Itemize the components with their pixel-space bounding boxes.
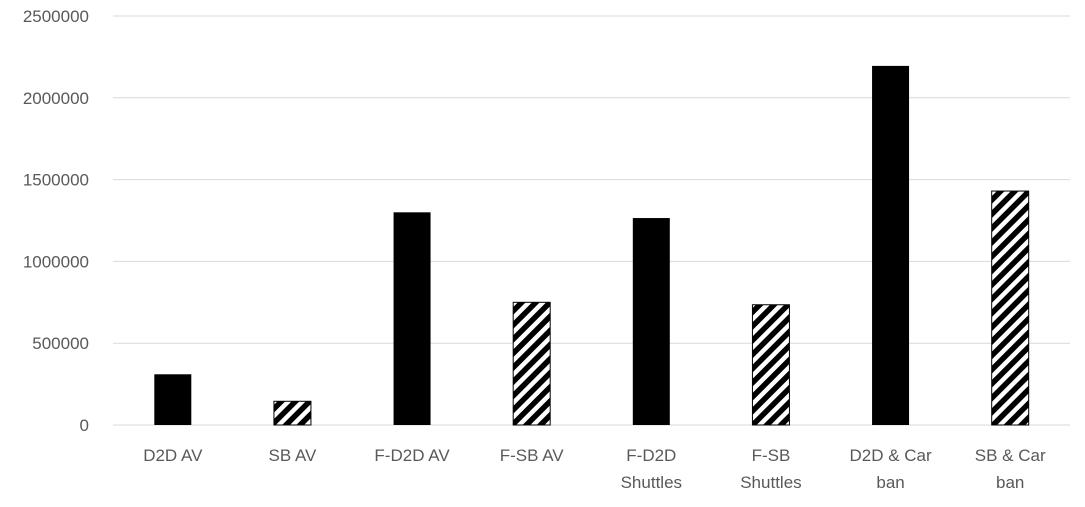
bar bbox=[512, 301, 551, 426]
x-axis-category-labels: D2D AV SB AV F-D2D AV F-SB AV F-D2D Shuttles F… bbox=[143, 446, 1046, 492]
y-tick-label: 500000 bbox=[32, 334, 89, 353]
bars bbox=[154, 65, 1030, 426]
y-tick-label: 2500000 bbox=[23, 7, 89, 26]
y-axis-tick-labels: 0 500000 1000000 1500000 2000000 2500000 bbox=[23, 7, 89, 435]
bar bbox=[991, 190, 1030, 426]
x-category-label: SB & Car bbox=[975, 446, 1046, 465]
x-category-label: ban bbox=[996, 473, 1024, 492]
y-tick-label: 2000000 bbox=[23, 89, 89, 108]
x-category-label: D2D AV bbox=[143, 446, 203, 465]
bar bbox=[751, 304, 790, 426]
y-tick-label: 1500000 bbox=[23, 171, 89, 190]
x-category-label: D2D & Car bbox=[849, 446, 932, 465]
bar bbox=[273, 400, 312, 426]
bar bbox=[154, 374, 192, 425]
x-category-label: F-SB bbox=[752, 446, 791, 465]
y-tick-label: 1000000 bbox=[23, 252, 89, 271]
bar bbox=[632, 218, 670, 425]
x-category-label: Shuttles bbox=[740, 473, 801, 492]
x-category-label: ban bbox=[876, 473, 904, 492]
gridlines bbox=[113, 15, 1070, 426]
x-category-label: Shuttles bbox=[621, 473, 682, 492]
bar bbox=[872, 65, 910, 425]
x-category-label: F-D2D AV bbox=[374, 446, 450, 465]
y-tick-label: 0 bbox=[80, 416, 89, 435]
bar bbox=[393, 212, 431, 425]
x-category-label: SB AV bbox=[268, 446, 317, 465]
x-category-label: F-D2D bbox=[626, 446, 676, 465]
x-category-label: F-SB AV bbox=[500, 446, 565, 465]
